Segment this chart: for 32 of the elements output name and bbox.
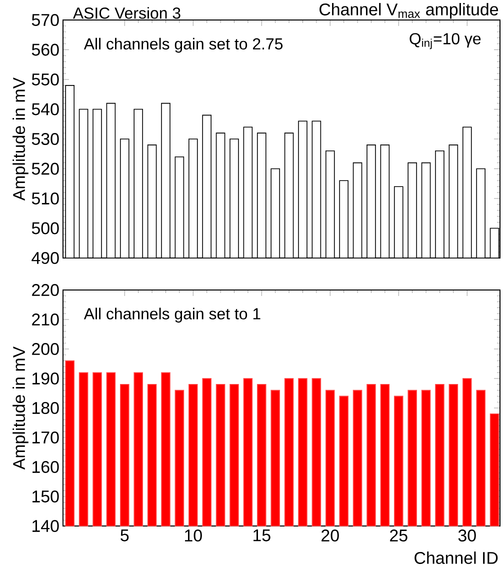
y-tick-label: 200 [32,343,59,355]
x-tick-label: 20 [322,530,339,542]
x-tick-label: 30 [458,530,476,542]
annotation: All channels gain set to 2.75 [84,38,283,53]
y-tick-label: 490 [32,252,59,264]
chart-subtitle: Channel V$_{max}$ amplitude [320,3,498,19]
x-tick-label: 5 [120,530,129,542]
y-tick-label: 540 [32,103,59,116]
y-tick-label: 190 [32,372,59,384]
x-tick-label: 15 [254,530,270,542]
y-tick-label: 560 [32,44,59,56]
y-tick-label: 160 [32,460,59,473]
y-tick-label: 500 [32,222,59,234]
y-tick-label: 140 [32,520,59,532]
annotation: All channels gain set to 1 [84,308,260,323]
y-tick-label: 510 [32,192,59,204]
y-tick-label: 570 [32,14,59,26]
x-tick-label: 25 [390,530,408,542]
y-tick-label: 520 [32,162,59,175]
x-tick-label: 10 [185,530,202,542]
y-axis-title: Amplitude in mV [12,346,28,470]
y-tick-label: 210 [32,314,59,326]
y-tick-label: 220 [32,284,59,296]
y-tick-label: 170 [32,431,59,444]
chart-title: ASIC Version 3 [72,7,180,19]
x-axis-title: Channel ID [414,552,498,564]
y-tick-label: 530 [32,132,59,145]
y-tick-label: 150 [32,490,59,502]
y-tick-label: 550 [32,73,59,86]
annotation: Q$_{inj}$=10 γe [410,33,481,50]
y-axis-title: Amplitude in mV [12,77,28,201]
y-tick-label: 180 [32,402,59,414]
